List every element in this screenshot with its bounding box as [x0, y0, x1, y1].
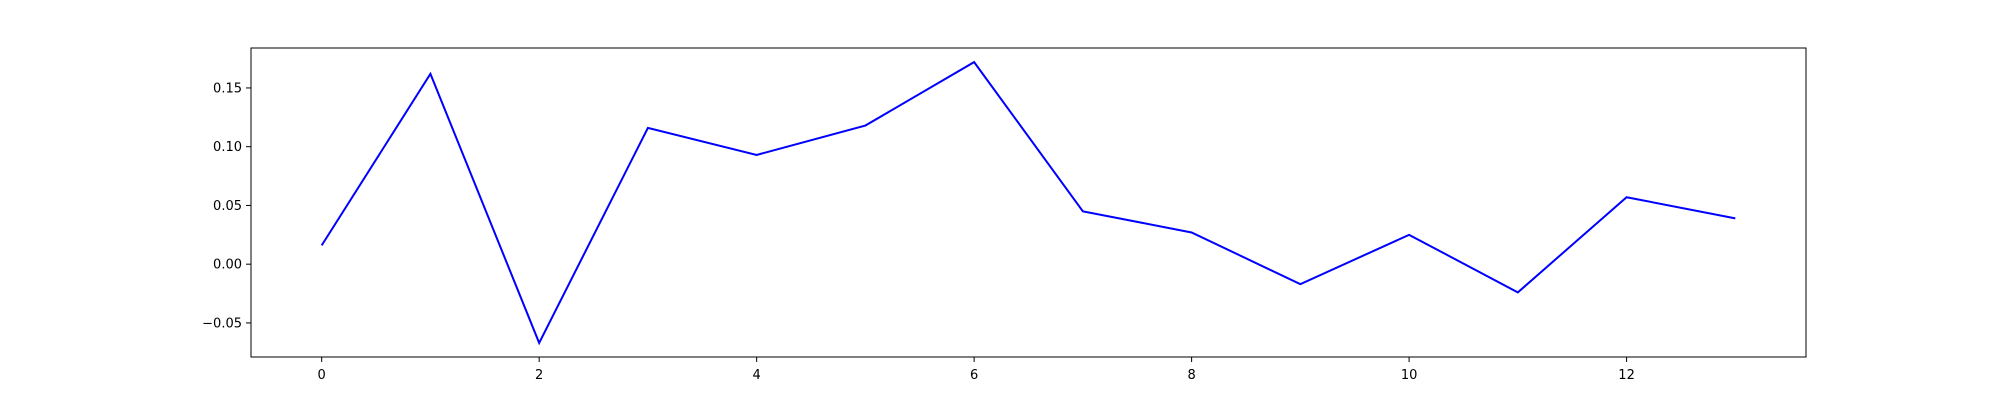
x-tick-label: 6 [970, 368, 978, 383]
y-tick-label: 0.00 [213, 258, 242, 273]
x-tick-label: 10 [1401, 368, 1418, 383]
x-tick-label: 4 [753, 368, 761, 383]
x-tick-label: 12 [1618, 368, 1635, 383]
plot-frame [250, 47, 1807, 358]
x-tick-label: 0 [318, 368, 326, 383]
y-tick-label: 0.15 [213, 81, 242, 96]
x-tick-label: 8 [1187, 368, 1195, 383]
x-axis-ticks: 0 2 4 6 8 10 12 [318, 357, 1635, 383]
y-axis-ticks: −0.05 0.00 0.05 0.10 0.15 [202, 81, 251, 331]
y-tick-label: 0.10 [213, 140, 242, 155]
plot-area [251, 48, 1806, 357]
series-line [320, 60, 1736, 346]
y-tick-label: −0.05 [202, 316, 242, 331]
y-tick-label: 0.05 [213, 199, 242, 214]
series-layer [320, 60, 1736, 346]
x-tick-label: 2 [535, 368, 543, 383]
